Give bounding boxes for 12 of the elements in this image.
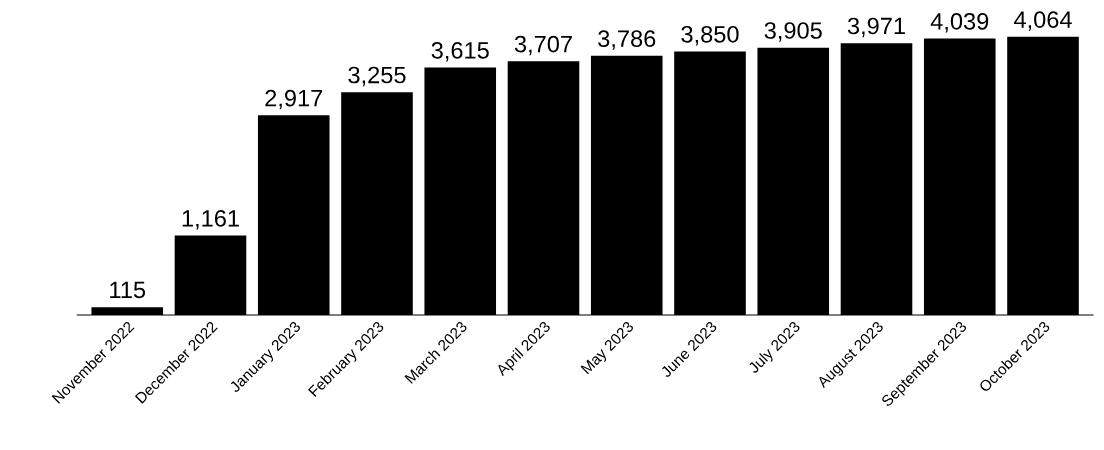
data-label: 3,905 (764, 22, 822, 42)
data-label: 3,615 (431, 42, 489, 62)
data-label: 4,064 (1014, 11, 1072, 31)
data-label: 1,161 (182, 209, 239, 230)
data-label: 2,917 (265, 89, 323, 110)
data-label: 4,039 (930, 12, 989, 33)
data-label: 3,971 (847, 17, 905, 38)
data-label: 3,786 (598, 30, 656, 50)
data-label: 3,850 (681, 25, 739, 46)
data-label: 3,255 (348, 66, 406, 87)
data-label: 115 (110, 281, 146, 299)
data-label: 3,707 (514, 35, 572, 56)
